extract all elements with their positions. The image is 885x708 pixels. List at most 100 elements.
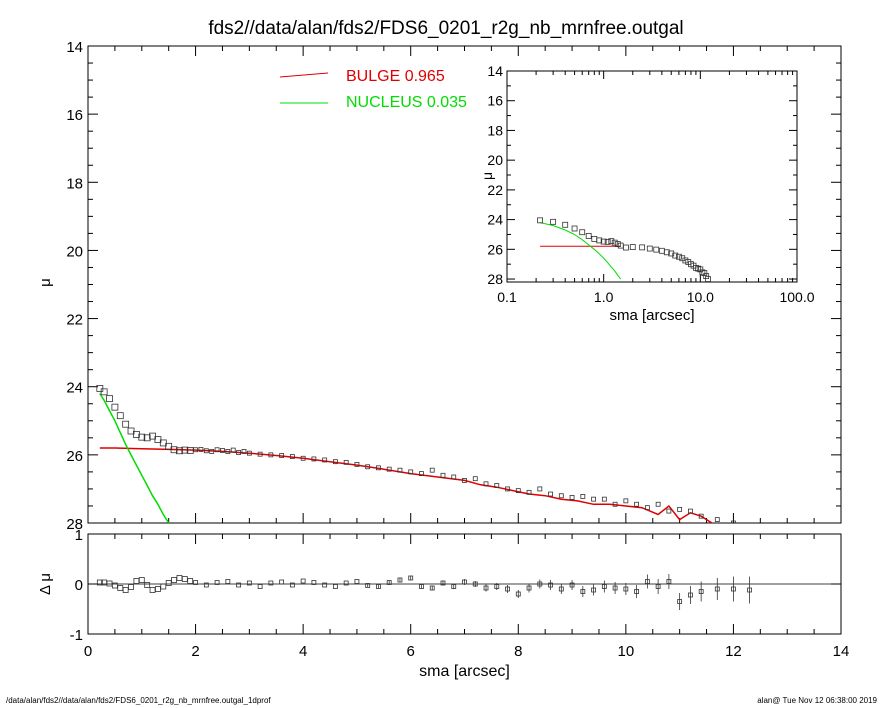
data-point [225, 449, 231, 454]
data-point [376, 584, 381, 589]
data-point [322, 582, 328, 588]
y-tick-label: 14 [487, 63, 503, 79]
data-point [677, 599, 683, 604]
data-point [165, 442, 173, 450]
data-point [386, 580, 392, 585]
data-point [257, 584, 263, 589]
data-point [579, 229, 586, 236]
x-tick-label: 100.0 [779, 289, 814, 305]
data-point [451, 584, 457, 589]
data-point [165, 580, 172, 586]
data-point [154, 436, 162, 443]
data-point [591, 587, 596, 593]
data-point [600, 238, 607, 245]
data-point [483, 585, 489, 591]
x-axis-label: sma [arcsec] [609, 307, 694, 324]
data-point [214, 580, 220, 585]
data-point [601, 584, 607, 589]
data-point [505, 486, 510, 492]
data-point [279, 453, 285, 458]
data-point [143, 434, 151, 442]
data-point [569, 495, 575, 500]
data-point [697, 266, 704, 273]
data-point [160, 583, 167, 590]
data-point [171, 577, 177, 583]
data-point [451, 474, 457, 480]
data-point [548, 582, 553, 588]
data-point [268, 580, 274, 586]
data-point [386, 466, 392, 472]
x-axis-label: sma [arcsec] [419, 663, 510, 680]
y-tick-label: 18 [66, 175, 83, 192]
x-tick-label: 0 [84, 643, 92, 660]
data-point [666, 579, 672, 584]
data-point [236, 450, 242, 455]
inset-background [467, 63, 807, 330]
data-point [646, 245, 653, 252]
x-tick-label: 10.0 [687, 289, 714, 305]
main-profile-panel: 14 16 18 20 22 24 26 28 μ BULGE 0.965 NUCLEUS 0.03… [37, 39, 842, 533]
data-point [612, 501, 618, 507]
data-point [639, 244, 646, 251]
data-point [268, 452, 274, 458]
y-tick-label: 18 [487, 122, 503, 138]
data-point [279, 579, 285, 585]
data-point [214, 447, 220, 453]
data-point [462, 579, 467, 585]
data-point [122, 587, 129, 593]
data-point [241, 449, 247, 454]
y-axis-label: Δ μ [37, 573, 54, 595]
data-point [705, 276, 711, 282]
y-tick-label: 20 [487, 152, 503, 168]
data-point [122, 420, 130, 428]
data-point [343, 580, 349, 586]
data-point [193, 447, 198, 453]
data-point [698, 589, 704, 594]
data-point [106, 395, 113, 403]
data-point [505, 586, 510, 592]
data-point [629, 244, 636, 250]
bulge-line [99, 447, 714, 523]
data-point [601, 496, 607, 502]
data-point [698, 513, 704, 519]
data-point [562, 221, 569, 228]
data-point [634, 501, 640, 507]
legend-label-nucleus: NUCLEUS 0.035 [346, 94, 467, 111]
data-point [198, 447, 204, 452]
footer-file-path: /data/alan/fds2//data/alan/fds2/FDS6_020… [6, 696, 271, 705]
data-point [494, 584, 500, 589]
data-point [483, 481, 489, 487]
data-point [655, 501, 661, 507]
data-point [612, 585, 618, 591]
data-point [537, 581, 543, 587]
data-point [675, 253, 682, 260]
data-point [138, 433, 146, 441]
data-point [354, 579, 360, 584]
data-point [655, 584, 661, 589]
data-point [333, 584, 338, 589]
footer-timestamp: alan@ Tue Nov 12 06:38:00 2019 [757, 696, 877, 705]
y-tick-label: 14 [66, 39, 83, 56]
data-point [230, 447, 236, 453]
data-point [144, 582, 151, 588]
data-point [644, 579, 650, 584]
data-point [714, 517, 720, 522]
data-point [604, 238, 611, 245]
data-point [515, 591, 521, 597]
data-point [408, 469, 414, 475]
data-point [187, 578, 194, 584]
main-series-group [96, 385, 736, 523]
data-point [397, 467, 403, 473]
data-point [672, 252, 679, 259]
data-point [526, 585, 532, 591]
inset-log-panel: 0.1 1.0 10.0 100.0 14 16 18 20 22 24 26 28 μ sma [arc… [467, 63, 815, 330]
data-point [634, 589, 640, 594]
data-point [666, 508, 672, 514]
y-tick-label: 24 [66, 380, 83, 397]
data-point [128, 584, 134, 590]
data-point [596, 237, 603, 244]
data-point [580, 589, 586, 594]
y-tick-label: 26 [487, 241, 503, 257]
data-point [537, 486, 543, 492]
data-point [117, 585, 124, 591]
